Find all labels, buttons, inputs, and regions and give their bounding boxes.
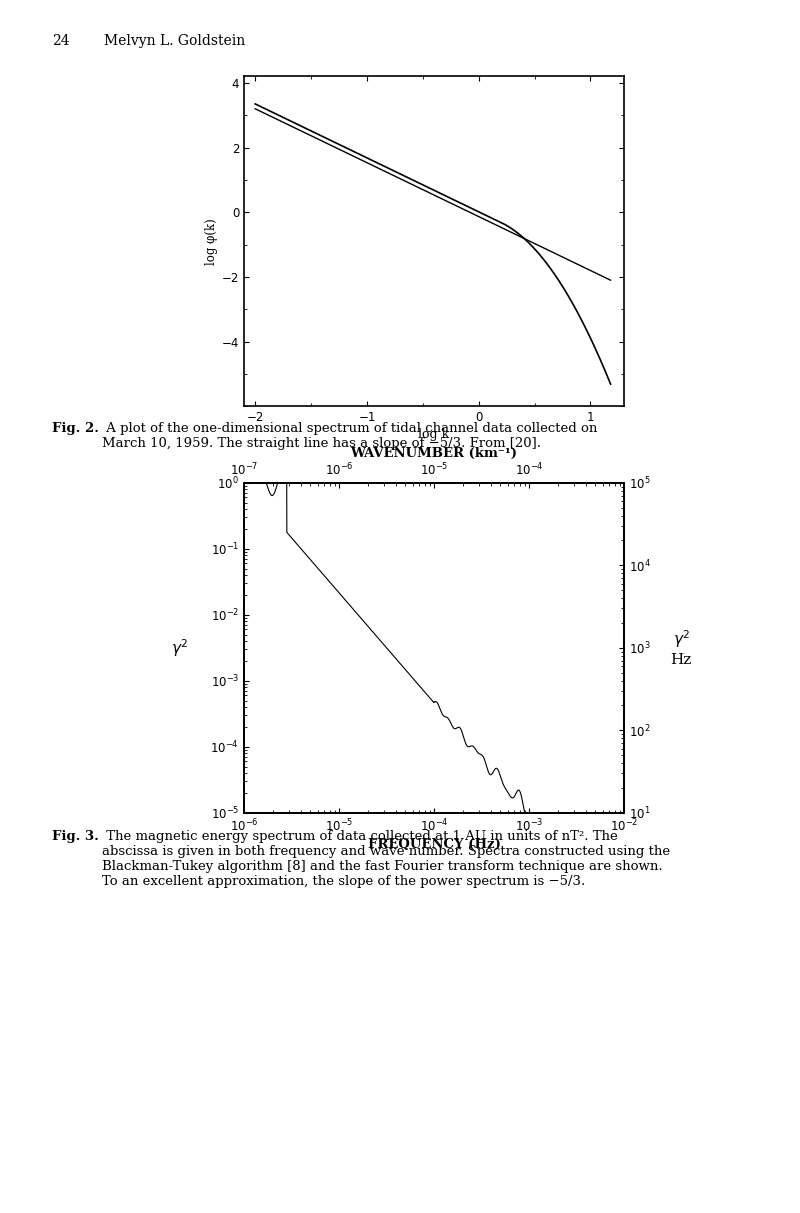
- Text: 24: 24: [52, 34, 70, 49]
- Y-axis label: log φ(k): log φ(k): [205, 218, 218, 264]
- Text: A plot of the one-dimensional spectrum of tidal channel data collected on
March : A plot of the one-dimensional spectrum o…: [102, 422, 598, 450]
- Text: Fig. 2.: Fig. 2.: [52, 422, 99, 435]
- Text: The magnetic energy spectrum of data collected at 1 AU in units of nT². The
absc: The magnetic energy spectrum of data col…: [102, 830, 670, 888]
- Text: Melvyn L. Goldstein: Melvyn L. Goldstein: [104, 34, 246, 49]
- X-axis label: FREQUENCY (Hz): FREQUENCY (Hz): [367, 838, 501, 852]
- X-axis label: log k: log k: [418, 428, 450, 442]
- Y-axis label: $\gamma^2$
Hz: $\gamma^2$ Hz: [670, 628, 692, 667]
- X-axis label: WAVENUMBER (km⁻¹): WAVENUMBER (km⁻¹): [350, 448, 518, 460]
- Text: Fig. 3.: Fig. 3.: [52, 830, 99, 843]
- Y-axis label: $\gamma^2$: $\gamma^2$: [171, 637, 189, 659]
